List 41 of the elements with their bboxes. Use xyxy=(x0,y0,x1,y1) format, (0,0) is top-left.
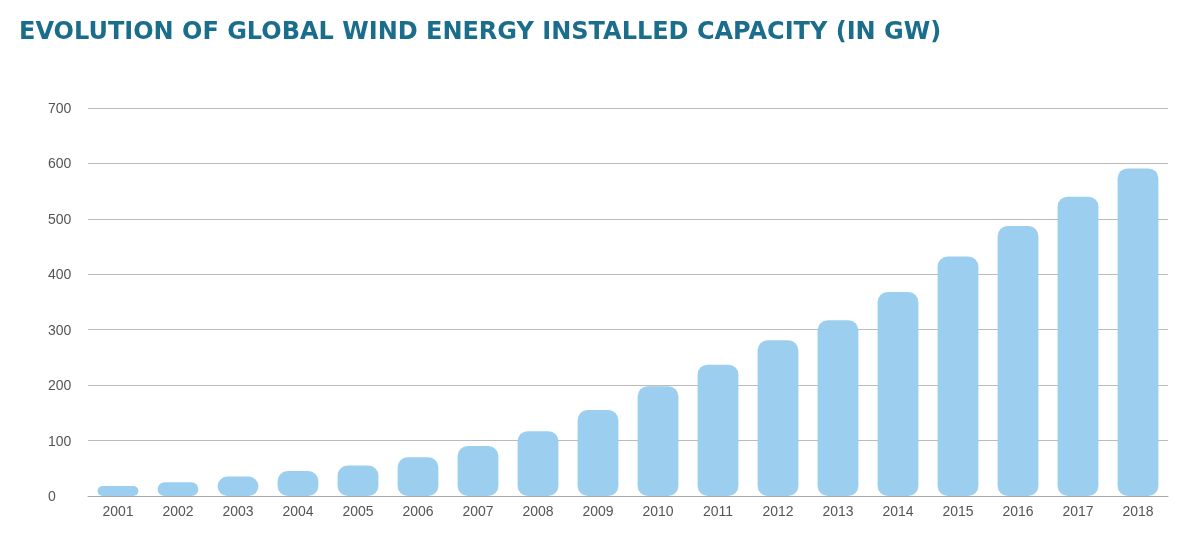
bar xyxy=(997,226,1039,496)
y-tick-label: 500 xyxy=(48,210,72,227)
x-tick-label: 2004 xyxy=(282,503,314,519)
x-tick-label: 2005 xyxy=(342,503,374,519)
y-tick-label: 300 xyxy=(48,321,72,338)
x-tick-label: 2018 xyxy=(1122,503,1154,519)
y-tick-label: 400 xyxy=(48,266,72,283)
y-tick-label: 600 xyxy=(48,155,72,172)
bar xyxy=(97,486,139,496)
y-tick-label: 100 xyxy=(48,432,72,449)
x-tick-label: 2012 xyxy=(762,503,794,519)
y-tick-label: 0 xyxy=(48,488,56,504)
x-tick-label: 2007 xyxy=(462,503,494,519)
x-tick-label: 2009 xyxy=(582,503,614,519)
x-tick-label: 2011 xyxy=(702,503,734,519)
x-tick-label: 2003 xyxy=(222,503,254,519)
x-tick-label: 2001 xyxy=(102,503,134,519)
y-tick-label: 200 xyxy=(48,377,72,394)
bar xyxy=(397,457,439,496)
bar xyxy=(637,386,679,496)
x-tick-label: 2002 xyxy=(162,503,194,519)
bar xyxy=(937,256,979,496)
x-tick-label: 2006 xyxy=(402,503,434,519)
bar xyxy=(817,320,859,496)
bar xyxy=(517,431,559,496)
x-tick-label: 2010 xyxy=(642,503,674,519)
x-tick-label: 2014 xyxy=(882,503,914,519)
x-tick-label: 2013 xyxy=(822,503,854,519)
chart-title: EVOLUTION OF GLOBAL WIND ENERGY INSTALLED CAPACITY (IN GW) xyxy=(19,17,942,45)
bar xyxy=(697,364,739,496)
bar xyxy=(877,292,919,496)
bar xyxy=(1117,168,1159,496)
x-tick-label: 2008 xyxy=(522,503,554,519)
bar xyxy=(457,446,499,496)
bar xyxy=(577,410,619,496)
y-tick-label: 700 xyxy=(48,100,72,116)
x-tick-label: 2015 xyxy=(942,503,974,519)
bar xyxy=(1057,196,1099,496)
x-tick-label: 2016 xyxy=(1002,503,1034,519)
bar xyxy=(757,340,799,496)
x-tick-label: 2017 xyxy=(1062,503,1094,519)
